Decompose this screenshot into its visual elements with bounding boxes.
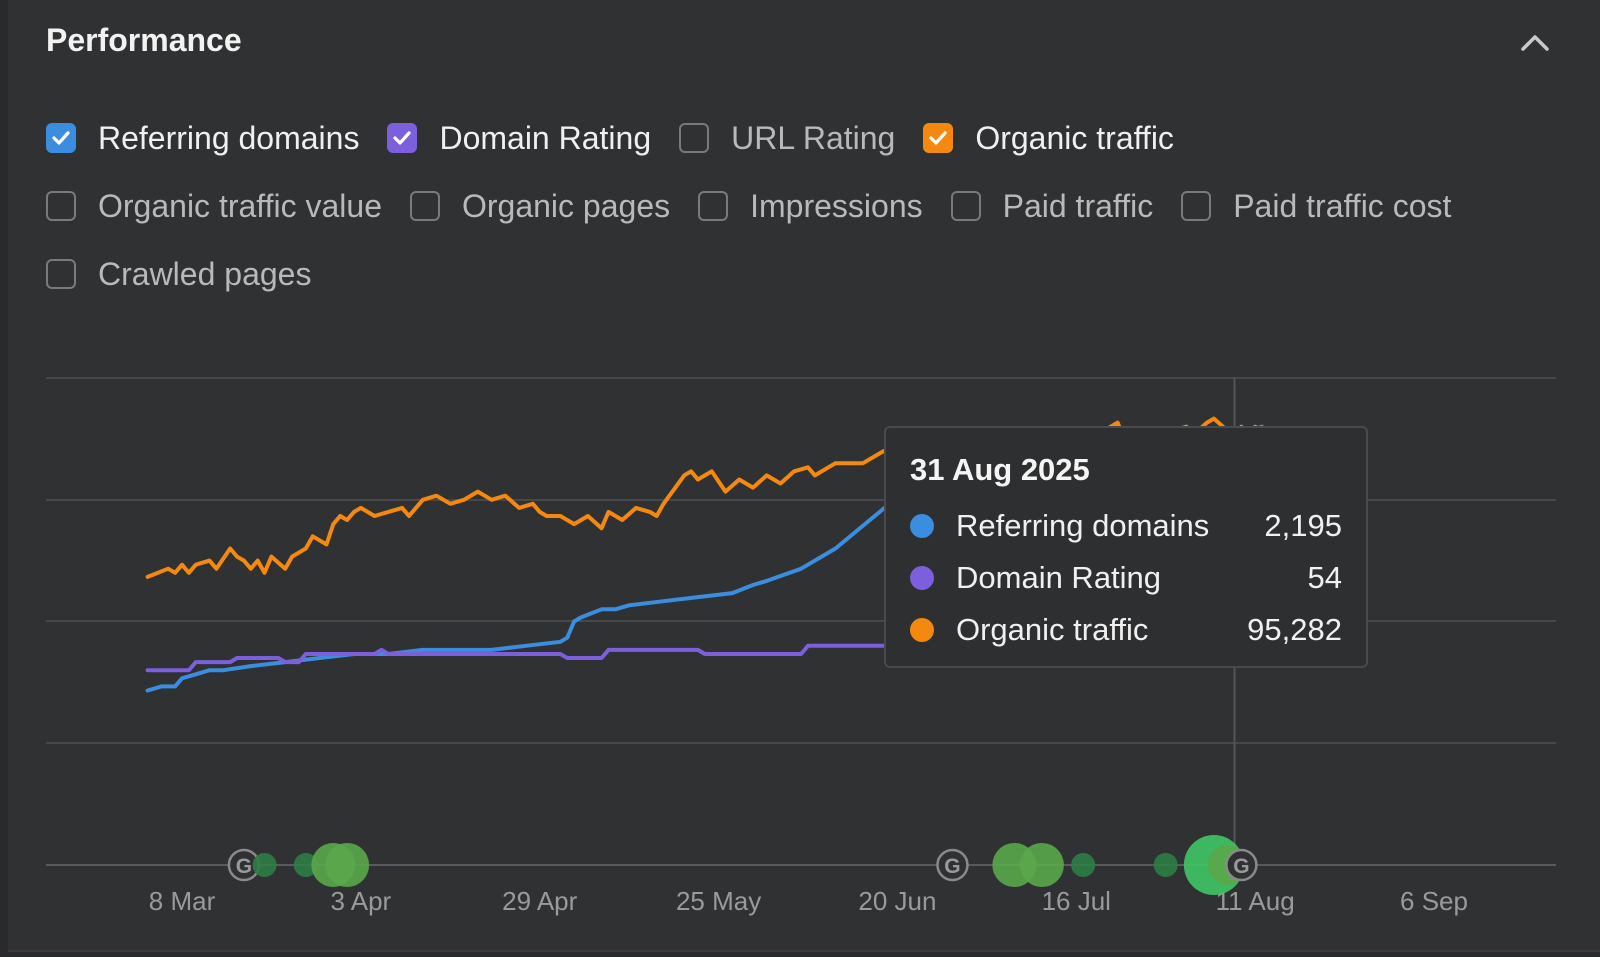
- x-tick-label: 25 May: [676, 886, 761, 916]
- checkbox-label: Impressions: [750, 187, 923, 224]
- checkbox-referring-domains[interactable]: Referring domains: [46, 120, 359, 157]
- checkbox-url-rating[interactable]: URL Rating: [679, 120, 895, 157]
- checkbox-organic-pages[interactable]: Organic pages: [409, 187, 671, 225]
- checkbox-empty-icon[interactable]: [46, 259, 76, 289]
- tooltip-series-value: 54: [1307, 560, 1342, 595]
- tooltip-row-organic-traffic: Organic traffic 95,282: [910, 604, 1342, 656]
- metric-row: Crawled pages: [46, 240, 1576, 308]
- tooltip-date: 31 Aug 2025: [910, 452, 1090, 487]
- checkbox-label: Paid traffic: [1002, 187, 1154, 224]
- x-tick-label: 8 Mar: [149, 886, 216, 916]
- annotation-dot: [325, 843, 370, 887]
- checkbox-organic-traffic-value[interactable]: Organic traffic value: [46, 188, 382, 225]
- checkbox-label: Crawled pages: [98, 255, 312, 292]
- series-dot-icon: [910, 566, 934, 590]
- annotation-dot: [1071, 853, 1096, 877]
- tooltip-series-name: Referring domains: [956, 508, 1210, 543]
- checkbox-empty-icon[interactable]: [1181, 191, 1212, 221]
- checkbox-empty-icon[interactable]: [698, 191, 729, 221]
- tooltip-row-referring-domains: Referring domains 2,195: [910, 500, 1342, 552]
- checkbox-label: Domain Rating: [439, 119, 652, 156]
- checkbox-empty-icon[interactable]: [46, 191, 76, 221]
- checkbox-paid-traffic-cost[interactable]: Paid traffic cost: [1181, 188, 1451, 225]
- checkmark-icon[interactable]: [46, 123, 76, 153]
- panel-title: Performance: [46, 22, 242, 58]
- tooltip-row-domain-rating: Domain Rating 54: [910, 552, 1342, 604]
- google-update-icon: [1225, 848, 1258, 882]
- google-update-icon: G: [1233, 855, 1249, 878]
- checkbox-crawled-pages[interactable]: Crawled pages: [46, 256, 311, 293]
- x-tick-label: 6 Sep: [1400, 886, 1468, 916]
- metric-row: Referring domains Domain Rating URL Rating…: [46, 104, 1576, 172]
- checkbox-empty-icon[interactable]: [409, 191, 440, 221]
- tooltip-series-name: Domain Rating: [956, 560, 1162, 595]
- checkmark-icon[interactable]: [923, 123, 954, 153]
- checkbox-label: Organic traffic value: [98, 187, 382, 224]
- checkbox-label: URL Rating: [731, 119, 896, 156]
- annotation-dot: [1019, 843, 1064, 887]
- annotation-dot: [1153, 853, 1178, 877]
- series-dot-icon: [910, 514, 934, 538]
- checkmark-icon[interactable]: [387, 123, 418, 153]
- tooltip-series-value: 2,195: [1264, 508, 1342, 543]
- x-tick-label: 29 Apr: [502, 886, 578, 916]
- checkbox-organic-traffic[interactable]: Organic traffic: [923, 120, 1174, 157]
- checkbox-label: Organic pages: [461, 187, 671, 224]
- checkbox-label: Paid traffic cost: [1233, 187, 1452, 224]
- google-update-icon: [936, 848, 969, 882]
- checkbox-empty-icon[interactable]: [679, 123, 710, 153]
- checkbox-domain-rating[interactable]: Domain Rating: [387, 120, 651, 157]
- x-tick-label: 3 Apr: [330, 886, 391, 916]
- x-tick-label: 16 Jul: [1042, 886, 1111, 916]
- series-line-organic-traffic: [145, 416, 1264, 579]
- google-update-icon: G: [236, 855, 252, 878]
- tooltip-series-value: 95,282: [1247, 612, 1342, 647]
- checkbox-empty-icon[interactable]: [950, 191, 981, 221]
- checkbox-impressions[interactable]: Impressions: [698, 188, 923, 225]
- checkbox-paid-traffic[interactable]: Paid traffic: [950, 187, 1154, 225]
- x-tick-label: 20 Jun: [858, 886, 936, 916]
- tooltip-series-name: Organic traffic: [956, 612, 1149, 647]
- series-dot-icon: [910, 618, 934, 642]
- google-update-icon: G: [944, 855, 960, 878]
- annotation-dot: [252, 853, 277, 877]
- metric-row: Organic traffic value Organic pages Impres…: [46, 172, 1576, 240]
- metric-toggles: Referring domains Domain Rating URL Rating…: [46, 104, 1576, 308]
- chevron-up-icon[interactable]: [1520, 30, 1550, 54]
- checkbox-label: Referring domains: [98, 119, 360, 156]
- chart-tooltip: 31 Aug 2025 Referring domains 2,195 Doma…: [884, 426, 1368, 668]
- checkbox-label: Organic traffic: [975, 119, 1174, 156]
- annotation-dot: [293, 853, 318, 877]
